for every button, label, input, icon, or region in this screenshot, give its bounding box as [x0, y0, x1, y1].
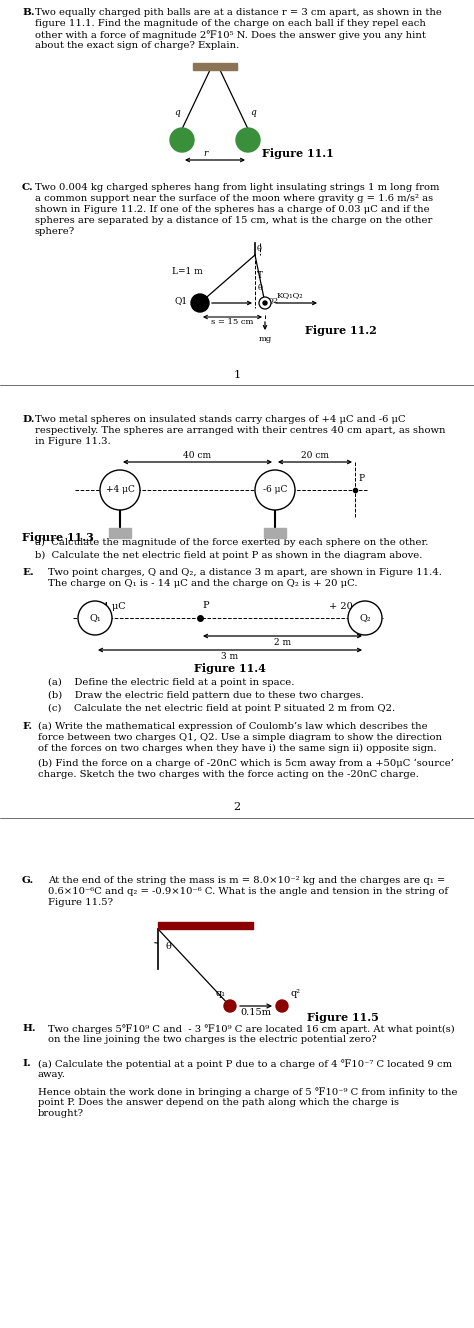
Text: respectively. The spheres are arranged with their centres 40 cm apart, as shown: respectively. The spheres are arranged w…	[35, 426, 446, 436]
Text: on the line joining the two charges is the electric potential zero?: on the line joining the two charges is t…	[48, 1035, 377, 1044]
Text: Two 0.004 kg charged spheres hang from light insulating strings 1 m long from: Two 0.004 kg charged spheres hang from l…	[35, 183, 439, 193]
Text: 2: 2	[233, 802, 241, 811]
Text: 0.6×10⁻⁶C and q₂ = -0.9×10⁻⁶ C. What is the angle and tension in the string of: 0.6×10⁻⁶C and q₂ = -0.9×10⁻⁶ C. What is …	[48, 887, 448, 896]
Text: P: P	[202, 602, 209, 610]
Text: 0.15m: 0.15m	[240, 1008, 272, 1017]
Circle shape	[259, 297, 271, 309]
Text: figure 11.1. Find the magnitude of the charge on each ball if they repel each: figure 11.1. Find the magnitude of the c…	[35, 19, 426, 28]
Text: D.: D.	[22, 414, 35, 424]
Text: +4 μC: +4 μC	[106, 486, 135, 494]
Text: 20 cm: 20 cm	[301, 452, 329, 459]
Text: Figure 11.4: Figure 11.4	[194, 663, 266, 675]
Text: (c)    Calculate the net electric field at point P situated 2 m from Q2.: (c) Calculate the net electric field at …	[48, 704, 395, 713]
Text: Figure 11.2: Figure 11.2	[305, 325, 377, 336]
Text: (b) Find the force on a charge of -20nC which is 5cm away from a +50μC ‘source’: (b) Find the force on a charge of -20nC …	[38, 760, 454, 769]
Text: G.: G.	[22, 876, 34, 884]
Circle shape	[191, 293, 209, 312]
Circle shape	[170, 127, 194, 151]
Text: charge. Sketch the two charges with the force acting on the -20nC charge.: charge. Sketch the two charges with the …	[38, 770, 419, 780]
Text: (a)    Define the electric field at a point in space.: (a) Define the electric field at a point…	[48, 679, 294, 687]
Circle shape	[348, 602, 382, 635]
Text: sphere?: sphere?	[35, 227, 75, 236]
Text: Two equally charged pith balls are at a distance r = 3 cm apart, as shown in the: Two equally charged pith balls are at a …	[35, 8, 442, 17]
Text: At the end of the string the mass is m = 8.0×10⁻² kg and the charges are q₁ =: At the end of the string the mass is m =…	[48, 876, 445, 884]
Text: force between two charges Q1, Q2. Use a simple diagram to show the direction: force between two charges Q1, Q2. Use a …	[38, 733, 442, 742]
Text: (b)    Draw the electric field pattern due to these two charges.: (b) Draw the electric field pattern due …	[48, 691, 364, 700]
Text: of the forces on two charges when they have i) the same sign ii) opposite sign.: of the forces on two charges when they h…	[38, 744, 437, 753]
Text: θ: θ	[257, 244, 262, 254]
Text: other with a force of magnitude 2℉10⁵ N. Does the answer give you any hint: other with a force of magnitude 2℉10⁵ N.…	[35, 31, 426, 40]
Text: Two metal spheres on insulated stands carry charges of +4 μC and -6 μC: Two metal spheres on insulated stands ca…	[35, 414, 406, 424]
Text: s = 15 cm: s = 15 cm	[211, 317, 254, 325]
Bar	[158, 922, 253, 930]
Text: (a) Write the mathematical expression of Coulomb’s law which describes the: (a) Write the mathematical expression of…	[38, 722, 428, 732]
Text: + 20 μC: + 20 μC	[329, 602, 370, 611]
Text: about the exact sign of charge? Explain.: about the exact sign of charge? Explain.	[35, 41, 239, 50]
Text: Two point charges, Q and Q₂, a distance 3 m apart, are shown in Figure 11.4.: Two point charges, Q and Q₂, a distance …	[48, 568, 442, 576]
Text: point P. Does the answer depend on the path along which the charge is: point P. Does the answer depend on the p…	[38, 1098, 399, 1108]
Text: q₁: q₁	[216, 989, 226, 999]
Circle shape	[263, 301, 267, 305]
Text: a)  Calculate the magnitude of the force exerted by each sphere on the other.: a) Calculate the magnitude of the force …	[35, 538, 428, 547]
Text: 3 m: 3 m	[221, 652, 238, 661]
Text: 2 m: 2 m	[274, 637, 291, 647]
Text: q: q	[250, 108, 256, 117]
Text: Two charges 5℉10⁹ C and  - 3 ℉10⁹ C are located 16 cm apart. At what point(s): Two charges 5℉10⁹ C and - 3 ℉10⁹ C are l…	[48, 1024, 455, 1033]
Text: r: r	[203, 149, 207, 158]
Text: shown in Figure 11.2. If one of the spheres has a charge of 0.03 μC and if the: shown in Figure 11.2. If one of the sphe…	[35, 205, 429, 214]
Text: KQ₁Q₂: KQ₁Q₂	[277, 291, 304, 299]
Circle shape	[78, 602, 112, 635]
Text: q: q	[174, 108, 180, 117]
Text: θ: θ	[166, 942, 172, 951]
Text: θ: θ	[258, 284, 263, 292]
Bar	[109, 529, 131, 538]
Text: E.: E.	[22, 568, 34, 576]
Text: Q2: Q2	[267, 296, 279, 304]
Text: P: P	[358, 474, 364, 483]
Bar	[264, 529, 286, 538]
Text: Q1: Q1	[175, 296, 188, 305]
Text: Q₂: Q₂	[359, 614, 371, 623]
Text: B.: B.	[22, 8, 35, 17]
Circle shape	[236, 127, 260, 151]
Circle shape	[224, 1000, 236, 1012]
Text: L=1 m: L=1 m	[172, 267, 203, 275]
Text: a common support near the surface of the moon where gravity g = 1.6 m/s² as: a common support near the surface of the…	[35, 194, 433, 203]
Text: mg: mg	[258, 335, 272, 343]
Text: I.: I.	[22, 1058, 31, 1068]
Text: H.: H.	[22, 1024, 36, 1033]
Text: away.: away.	[38, 1070, 66, 1078]
Bar	[193, 62, 237, 70]
Text: - 14 μC: - 14 μC	[90, 602, 126, 611]
Text: The charge on Q₁ is - 14 μC and the charge on Q₂ is + 20 μC.: The charge on Q₁ is - 14 μC and the char…	[48, 579, 357, 588]
Text: -6 μC: -6 μC	[263, 486, 287, 494]
Text: Hence obtain the work done in bringing a charge of 5 ℉10⁻⁹ C from infinity to th: Hence obtain the work done in bringing a…	[38, 1088, 457, 1097]
Text: spheres are separated by a distance of 15 cm, what is the charge on the other: spheres are separated by a distance of 1…	[35, 216, 432, 224]
Text: (a) Calculate the potential at a point P due to a charge of 4 ℉10⁻⁷ C located 9 : (a) Calculate the potential at a point P…	[38, 1058, 452, 1069]
Text: C.: C.	[22, 183, 34, 193]
Text: brought?: brought?	[38, 1109, 84, 1118]
Text: 40 cm: 40 cm	[183, 452, 211, 459]
Text: b)  Calculate the net electric field at point P as shown in the diagram above.: b) Calculate the net electric field at p…	[35, 551, 422, 560]
Text: T: T	[257, 271, 263, 280]
Text: q²: q²	[291, 989, 301, 999]
Text: 1: 1	[233, 371, 241, 380]
Text: Q₁: Q₁	[89, 614, 101, 623]
Text: Figure 11.5?: Figure 11.5?	[48, 898, 113, 907]
Text: in Figure 11.3.: in Figure 11.3.	[35, 437, 110, 446]
Text: F.: F.	[22, 722, 32, 730]
Circle shape	[255, 470, 295, 510]
Text: Figure 11.1: Figure 11.1	[262, 147, 334, 159]
Circle shape	[100, 470, 140, 510]
Circle shape	[276, 1000, 288, 1012]
Text: Figure 11.5: Figure 11.5	[307, 1012, 379, 1023]
Text: Figure 11.3: Figure 11.3	[22, 533, 94, 543]
